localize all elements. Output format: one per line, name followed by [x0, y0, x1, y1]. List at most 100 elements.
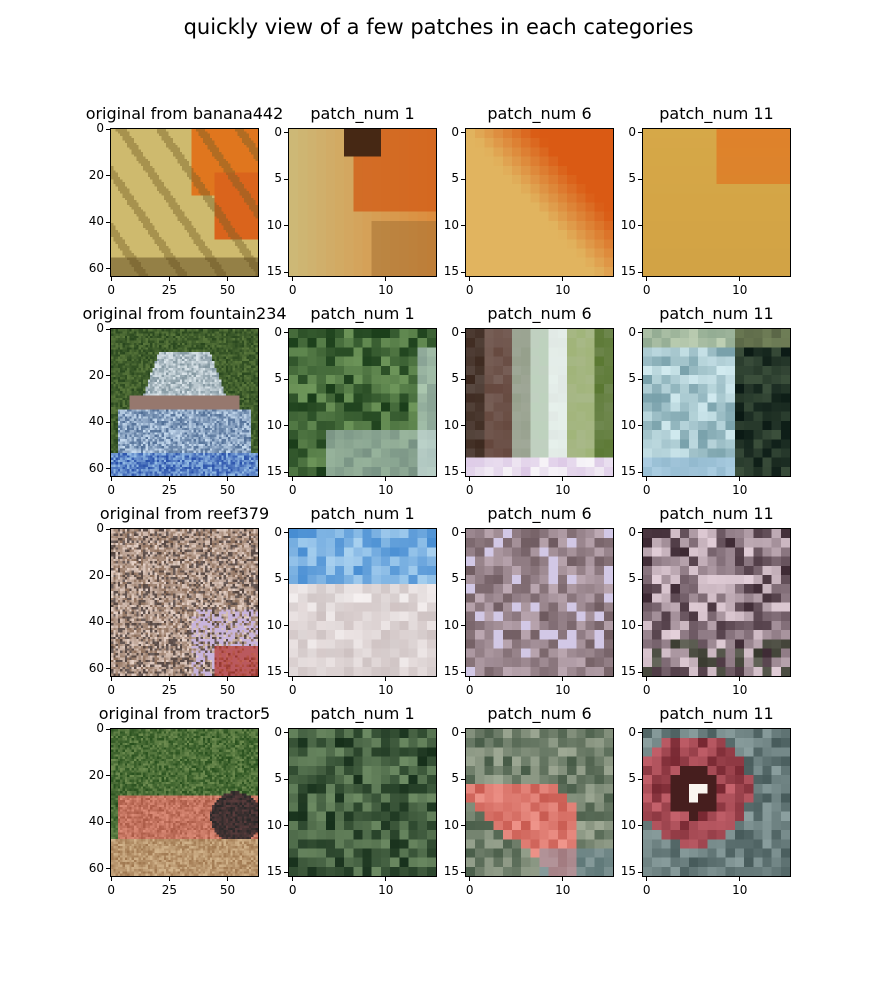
x-tick-label: 0 — [465, 683, 474, 697]
y-tick — [106, 421, 110, 423]
x-tick — [292, 677, 294, 681]
y-tick-label: 0 — [96, 721, 104, 736]
x-tick — [292, 877, 294, 881]
y-tick — [461, 871, 465, 873]
y-tick-label: 15 — [620, 864, 636, 879]
y-tick-label: 15 — [266, 464, 282, 479]
x-tick-label: 0 — [465, 883, 474, 897]
x-tick — [227, 877, 229, 881]
panel-title: patch_num 1 — [310, 704, 415, 723]
y-tick-label: 10 — [443, 817, 459, 832]
image-canvas — [289, 329, 436, 476]
y-tick — [638, 332, 642, 334]
x-tick — [110, 677, 112, 681]
y-tick — [638, 378, 642, 380]
y-tick-label: 20 — [88, 367, 104, 382]
x-tick — [469, 277, 471, 281]
panel-title: patch_num 6 — [487, 304, 592, 323]
y-tick — [106, 175, 110, 177]
x-tick-label: 25 — [161, 283, 177, 297]
x-tick — [168, 677, 170, 681]
y-tick-label: 5 — [628, 171, 636, 186]
y-tick-label: 5 — [274, 571, 282, 586]
image-canvas — [289, 129, 436, 276]
x-tick — [227, 477, 229, 481]
y-tick-label: 5 — [628, 771, 636, 786]
y-tick-label: 10 — [620, 617, 636, 632]
y-tick — [638, 225, 642, 227]
panel-title: original from tractor5 — [98, 704, 271, 723]
panel-title: patch_num 6 — [487, 504, 592, 523]
y-tick — [638, 132, 642, 134]
y-tick-label: 15 — [443, 264, 459, 279]
y-tick — [638, 271, 642, 273]
y-tick-label: 15 — [620, 664, 636, 679]
y-tick-label: 5 — [274, 371, 282, 386]
y-tick — [638, 471, 642, 473]
y-tick-label: 5 — [451, 771, 459, 786]
original-image — [110, 728, 259, 877]
x-tick-label: 0 — [642, 683, 651, 697]
y-tick-label: 20 — [88, 767, 104, 782]
y-tick-label: 10 — [266, 617, 282, 632]
x-tick-label: 0 — [288, 683, 297, 697]
y-tick — [638, 178, 642, 180]
y-tick-label: 60 — [88, 260, 104, 275]
x-tick — [739, 477, 741, 481]
x-tick-label: 10 — [378, 283, 394, 297]
patch-image — [465, 128, 614, 277]
patch-image — [288, 528, 437, 677]
x-tick — [562, 477, 564, 481]
x-tick-label: 0 — [465, 483, 474, 497]
image-canvas — [466, 129, 613, 276]
patch-image — [642, 328, 791, 477]
y-tick-label: 5 — [628, 371, 636, 386]
x-tick — [562, 277, 564, 281]
image-canvas — [289, 729, 436, 876]
y-tick-label: 5 — [628, 571, 636, 586]
x-tick-label: 10 — [555, 283, 571, 297]
y-tick-label: 40 — [88, 614, 104, 629]
x-tick — [292, 477, 294, 481]
x-tick — [168, 477, 170, 481]
y-tick — [284, 778, 288, 780]
y-tick — [638, 425, 642, 427]
y-tick — [284, 578, 288, 580]
y-tick — [284, 532, 288, 534]
x-tick — [739, 877, 741, 881]
x-tick-label: 0 — [642, 483, 651, 497]
patch-image — [465, 328, 614, 477]
y-tick — [638, 732, 642, 734]
x-tick — [292, 277, 294, 281]
x-tick-label: 50 — [219, 483, 236, 497]
x-tick-label: 25 — [161, 483, 177, 497]
y-tick-label: 15 — [266, 264, 282, 279]
x-tick-label: 10 — [555, 683, 571, 697]
y-tick-label: 10 — [266, 417, 282, 432]
y-tick — [638, 825, 642, 827]
y-tick-label: 10 — [620, 817, 636, 832]
panel-title: patch_num 6 — [487, 704, 592, 723]
y-tick-label: 15 — [443, 664, 459, 679]
y-tick — [284, 225, 288, 227]
y-tick-label: 0 — [96, 121, 104, 136]
x-tick-label: 0 — [107, 883, 115, 897]
y-tick — [284, 425, 288, 427]
y-tick — [461, 378, 465, 380]
y-tick-label: 15 — [443, 464, 459, 479]
x-tick-label: 0 — [288, 483, 297, 497]
panel-title: patch_num 11 — [659, 304, 774, 323]
y-tick — [106, 528, 110, 530]
y-tick-label: 10 — [620, 417, 636, 432]
x-tick — [168, 277, 170, 281]
y-tick-label: 5 — [274, 771, 282, 786]
x-tick-label: 10 — [732, 283, 748, 297]
x-tick — [739, 277, 741, 281]
x-tick-label: 0 — [465, 283, 474, 297]
y-tick — [284, 732, 288, 734]
y-tick — [284, 332, 288, 334]
image-canvas — [466, 329, 613, 476]
x-tick-label: 0 — [107, 483, 115, 497]
y-tick — [106, 868, 110, 870]
y-tick — [284, 471, 288, 473]
